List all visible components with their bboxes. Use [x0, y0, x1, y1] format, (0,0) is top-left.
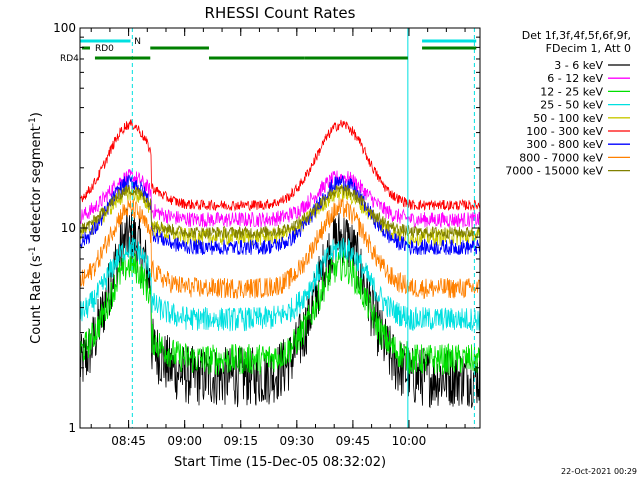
legend: Det 1f,3f,4f,5f,6f,9f, FDecim 1, Att 0 3… [505, 29, 631, 178]
flag-rd0-label: RD0 [95, 44, 114, 54]
chart-title: RHESSI Count Rates [205, 4, 356, 22]
series-line-3 [79, 250, 481, 376]
legend-entry-label-3: 12 - 25 keV [540, 85, 603, 98]
series-line-8 [79, 198, 481, 300]
y-axis-label-sup2: -1 [28, 117, 38, 126]
y-tick-label-3: 100 [53, 21, 76, 35]
series-line-9 [79, 184, 481, 240]
flag-n-label: N [134, 37, 141, 47]
y-axis-label: Count Rate (s-1 detector segment-1) [28, 112, 44, 344]
legend-entry-label-5: 50 - 100 keV [533, 112, 603, 125]
x-tick-label-3: 09:15 [223, 434, 258, 448]
footer-date: 22-Oct-2021 00:29 [561, 467, 637, 476]
y-axis-label-main: Count Rate (s [29, 255, 44, 344]
y-axis-label-mid: detector segment [29, 126, 44, 246]
legend-header-line-1: Det 1f,3f,4f,5f,6f,9f, [522, 29, 631, 42]
series-line-5 [79, 184, 481, 248]
x-tick-label-4: 09:30 [280, 434, 315, 448]
legend-entry-label-4: 25 - 50 keV [540, 99, 603, 112]
flag-bars: N RD0 RD4 [60, 37, 477, 64]
x-tick-label-1: 08:45 [111, 434, 146, 448]
series-line-4 [79, 236, 481, 332]
x-tick-label-6: 10:00 [392, 434, 427, 448]
legend-entry-label-7: 300 - 800 keV [526, 138, 603, 151]
y-tick-label-1: 1 [68, 421, 76, 435]
axes: 1 10 100 08:45 09:00 09:15 09:30 09:45 10:00 [53, 21, 481, 448]
legend-entry-label-9: 7000 - 15000 keV [505, 165, 603, 178]
x-tick-label-5: 09:45 [336, 434, 371, 448]
y-axis-label-sup1: -1 [28, 246, 38, 255]
series-line-6 [79, 119, 481, 212]
legend-entry-label-6: 100 - 300 keV [526, 125, 603, 138]
y-tick-label-2: 10 [61, 221, 76, 235]
legend-entry-label-1: 3 - 6 keV [554, 59, 603, 72]
series-line-2 [79, 169, 481, 229]
legend-entry-label-8: 800 - 7000 keV [519, 151, 603, 164]
legend-header-line-2: FDecim 1, Att 0 [546, 42, 631, 55]
x-axis-label: Start Time (15-Dec-05 08:32:02) [174, 455, 386, 470]
y-axis-label-end: ) [29, 112, 44, 117]
x-tick-label-2: 09:00 [167, 434, 202, 448]
flag-rd4-label: RD4 [60, 54, 79, 64]
legend-entry-label-2: 6 - 12 keV [547, 72, 603, 85]
